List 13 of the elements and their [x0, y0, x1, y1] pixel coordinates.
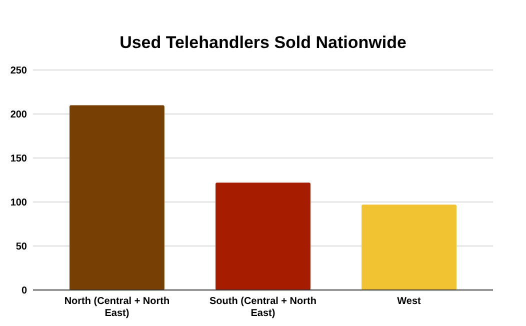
- x-tick-label: West: [397, 296, 422, 307]
- y-tick-label: 250: [10, 66, 28, 76]
- x-tick-label: North (Central + North East): [64, 296, 170, 319]
- y-tick-label: 150: [10, 154, 28, 164]
- y-tick-label: 100: [10, 198, 28, 208]
- y-tick-label: 50: [16, 242, 28, 252]
- bar: [70, 105, 164, 290]
- chart-title: Used Telehandlers Sold Nationwide: [120, 33, 406, 52]
- y-tick-label: 200: [10, 110, 28, 120]
- bar: [216, 182, 310, 290]
- x-tick-label: South (Central + North East): [210, 296, 316, 319]
- y-tick-label: 0: [21, 286, 28, 296]
- bar: [362, 204, 456, 290]
